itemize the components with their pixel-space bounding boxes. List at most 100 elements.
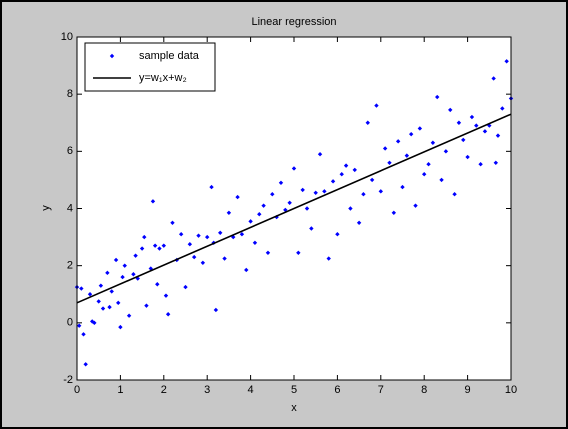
data-point — [300, 187, 305, 193]
data-point — [504, 59, 509, 64]
data-point — [313, 190, 318, 195]
data-point — [155, 282, 160, 287]
data-point — [87, 292, 93, 297]
data-point — [163, 293, 169, 298]
regression-line — [76, 113, 512, 304]
data-point — [469, 114, 475, 120]
data-point — [257, 212, 262, 217]
axes-box — [76, 36, 512, 381]
data-point — [404, 153, 410, 158]
data-point — [226, 210, 232, 215]
data-point — [205, 234, 210, 240]
data-point — [170, 220, 175, 225]
data-point — [348, 206, 353, 211]
data-point — [81, 332, 86, 337]
data-point — [448, 107, 453, 113]
data-point — [122, 263, 127, 268]
data-point — [265, 250, 271, 256]
data-point — [200, 260, 206, 266]
data-point — [456, 120, 462, 125]
data-point — [105, 270, 110, 276]
data-point — [178, 232, 184, 237]
data-point — [335, 232, 340, 237]
data-point — [165, 312, 171, 317]
x-tick-label: 0 — [74, 384, 80, 396]
data-point — [430, 140, 436, 145]
data-point — [343, 163, 349, 168]
data-point — [152, 243, 158, 248]
data-point — [96, 299, 101, 304]
data-point — [400, 184, 405, 190]
data-point — [252, 240, 258, 245]
y-tick-label: 10 — [61, 31, 73, 43]
data-point — [322, 189, 327, 194]
data-point — [109, 289, 114, 294]
chart-title: Linear regression — [252, 16, 337, 28]
data-point — [378, 189, 383, 194]
legend-label: sample data — [139, 50, 200, 62]
data-point — [133, 253, 138, 258]
data-point — [139, 246, 145, 251]
data-point — [309, 226, 314, 231]
data-point — [244, 267, 249, 273]
data-point — [474, 123, 479, 128]
data-point — [326, 256, 331, 261]
data-point — [461, 137, 466, 143]
data-point — [261, 203, 266, 208]
data-point — [218, 230, 223, 235]
data-point — [330, 179, 336, 184]
y-tick-label: -2 — [63, 374, 73, 386]
y-tick-label: 2 — [67, 260, 73, 272]
data-point — [131, 272, 136, 277]
data-point — [452, 192, 457, 197]
data-point — [161, 243, 166, 248]
data-point — [478, 161, 483, 167]
data-point — [287, 200, 292, 205]
data-point — [144, 303, 149, 308]
data-point — [361, 192, 366, 197]
y-tick-label: 0 — [67, 317, 73, 329]
data-point — [107, 304, 112, 310]
x-tick-label: 1 — [117, 384, 123, 396]
data-point — [365, 120, 370, 125]
x-tick-label: 5 — [291, 384, 297, 396]
data-point — [465, 154, 470, 160]
data-point — [142, 234, 147, 240]
data-point — [443, 149, 449, 154]
data-point — [417, 126, 423, 131]
data-point — [157, 246, 162, 251]
x-tick-label: 2 — [161, 384, 167, 396]
data-point — [391, 210, 397, 215]
data-point — [196, 233, 201, 238]
y-tick-label: 8 — [67, 88, 73, 100]
x-tick-label: 7 — [378, 384, 384, 396]
data-point — [413, 203, 418, 208]
data-point — [270, 192, 275, 197]
x-tick-label: 6 — [334, 384, 340, 396]
data-point — [235, 194, 240, 200]
data-point — [500, 106, 505, 111]
data-point — [248, 219, 253, 224]
data-point — [209, 184, 214, 190]
data-point — [213, 307, 219, 313]
data-point — [369, 177, 375, 183]
data-point — [339, 172, 344, 177]
data-point — [482, 129, 488, 134]
data-point — [439, 177, 444, 183]
data-point — [296, 250, 301, 256]
x-tick-label: 3 — [204, 384, 210, 396]
data-point — [491, 76, 496, 81]
data-point — [495, 133, 501, 138]
data-point — [387, 160, 392, 165]
data-point — [100, 306, 106, 311]
data-point — [92, 320, 97, 326]
data-point — [148, 266, 153, 271]
data-point — [222, 256, 227, 261]
data-point — [395, 139, 401, 144]
y-tick-label: 6 — [67, 145, 73, 157]
data-point — [83, 362, 88, 367]
data-point — [183, 284, 188, 290]
data-point — [118, 324, 123, 330]
y-tick-label: 4 — [67, 202, 73, 214]
